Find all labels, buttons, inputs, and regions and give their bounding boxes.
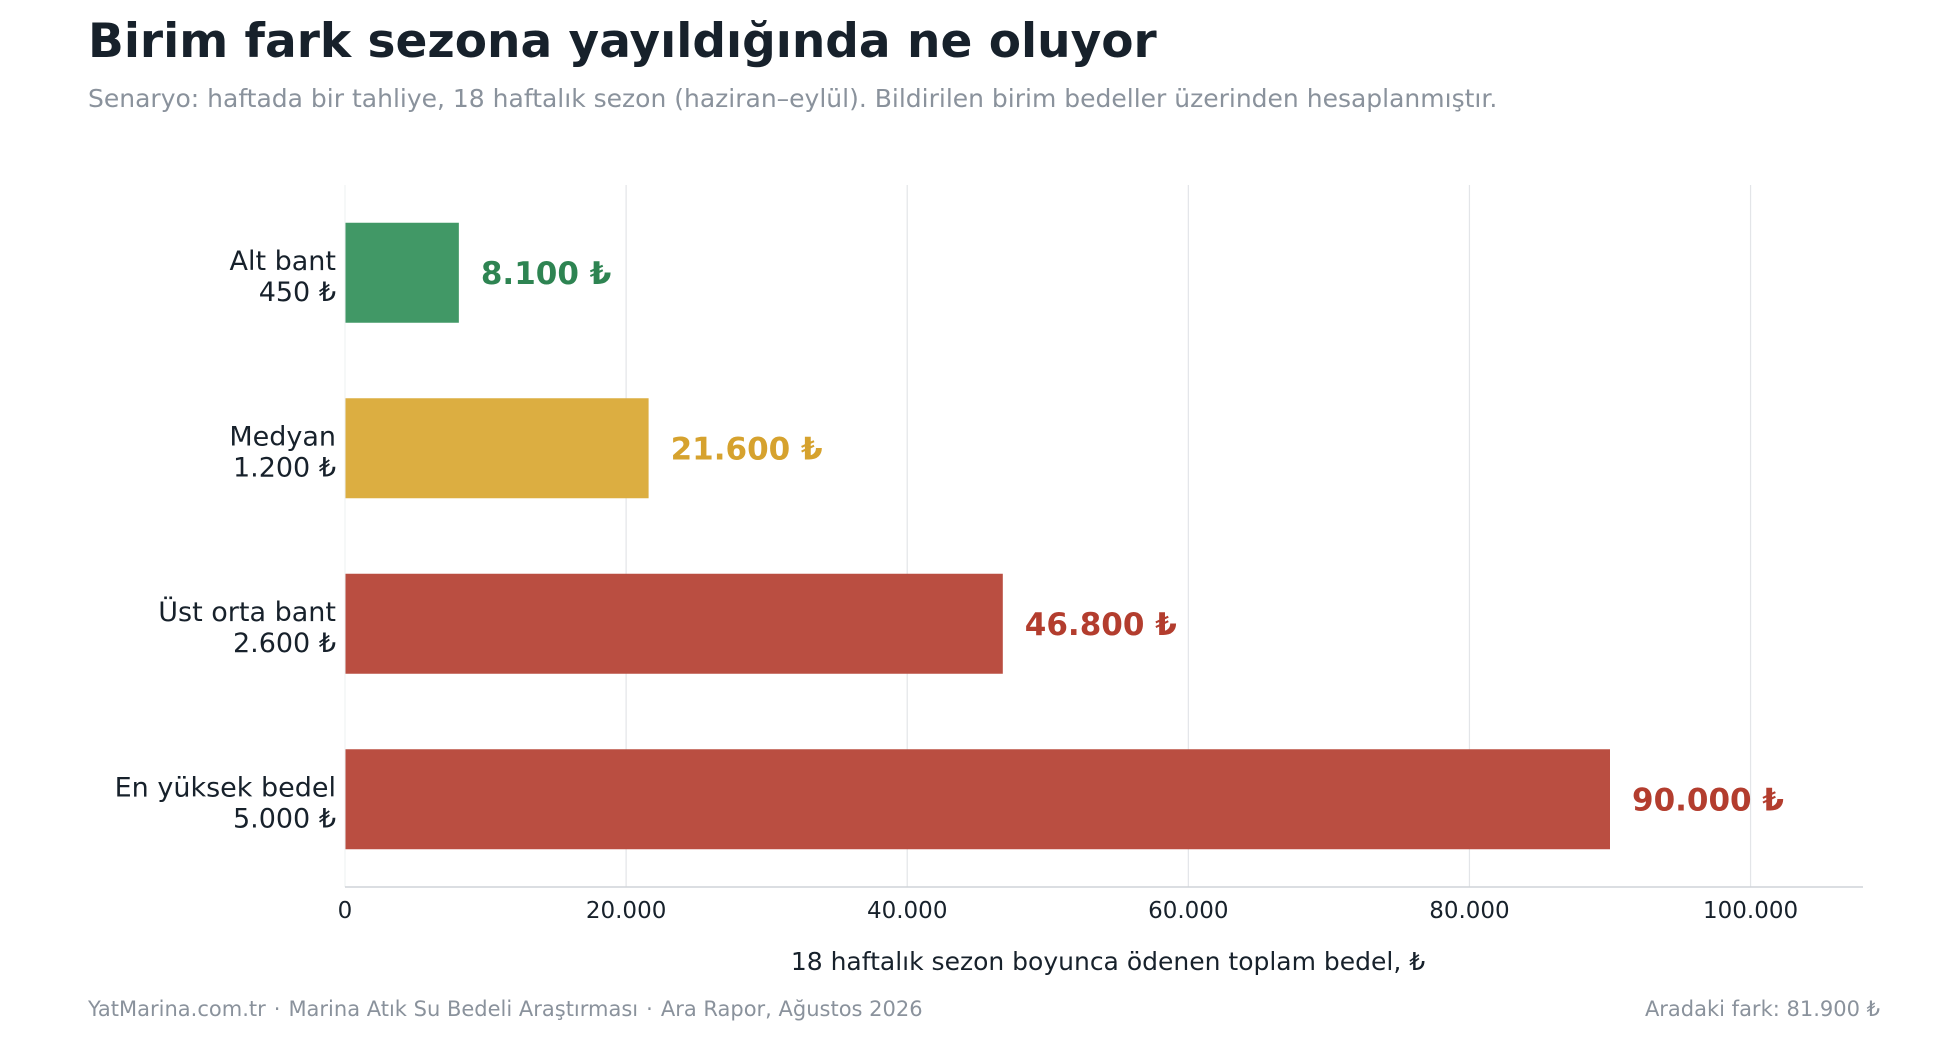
category-name: Üst orta bant — [158, 596, 336, 628]
x-tick-label: 0 — [338, 898, 353, 924]
value-label: 46.800 ₺ — [1025, 607, 1177, 643]
study-name: Marina Atık Su Bedeli Araştırması — [288, 997, 639, 1021]
category-name: En yüksek bedel — [115, 772, 336, 803]
chart-title: Birim fark sezona yayıldığında ne oluyor — [88, 14, 1157, 69]
chart-subtitle: Senaryo: haftada bir tahliye, 18 haftalı… — [88, 84, 1498, 113]
unit-price: 2.600 ₺ — [233, 628, 336, 659]
report-date: Ara Rapor, Ağustos 2026 — [660, 997, 923, 1021]
category-label: Alt bant 450 ₺ — [229, 246, 336, 308]
separator: · — [273, 997, 281, 1021]
unit-price: 450 ₺ — [259, 277, 336, 308]
unit-price: 1.200 ₺ — [233, 452, 336, 483]
source-site: YatMarina.com.tr — [88, 997, 266, 1021]
value-labels: 8.100 ₺ 21.600 ₺ 46.800 ₺ 90.000 ₺ — [481, 256, 1784, 819]
bar — [345, 573, 1003, 674]
bar-chart: 0 20.000 40.000 60.000 80.000 100.000 Alt ban… — [115, 185, 1863, 976]
x-axis: 0 20.000 40.000 60.000 80.000 100.000 — [338, 185, 1863, 924]
x-tick-label: 80.000 — [1429, 898, 1509, 924]
category-name: Medyan — [229, 421, 336, 452]
category-label: Medyan 1.200 ₺ — [229, 421, 336, 483]
bar — [345, 222, 459, 323]
bars — [345, 222, 1610, 850]
x-tick-label: 100.000 — [1703, 898, 1798, 924]
value-label: 21.600 ₺ — [671, 431, 823, 467]
difference-note: Aradaki fark: 81.900 ₺ — [1644, 997, 1880, 1021]
value-label: 90.000 ₺ — [1632, 782, 1784, 818]
x-tick-label: 40.000 — [867, 898, 947, 924]
separator: · — [646, 997, 653, 1021]
category-name: Alt bant — [229, 246, 336, 277]
category-label: En yüksek bedel 5.000 ₺ — [115, 772, 336, 834]
x-tick-label: 60.000 — [1148, 898, 1228, 924]
x-axis-label: 18 haftalık sezon boyunca ödenen toplam … — [791, 947, 1425, 976]
category-labels: Alt bant 450 ₺ Medyan 1.200 ₺ Üst orta bant 2… — [115, 246, 336, 835]
bar — [345, 749, 1610, 850]
unit-price: 5.000 ₺ — [233, 803, 336, 834]
bar — [345, 398, 649, 499]
value-label: 8.100 ₺ — [481, 256, 611, 292]
category-label: Üst orta bant 2.600 ₺ — [158, 596, 336, 659]
x-tick-label: 20.000 — [586, 898, 666, 924]
footer-source: YatMarina.com.tr · Marina Atık Su Bedeli A… — [88, 997, 923, 1021]
